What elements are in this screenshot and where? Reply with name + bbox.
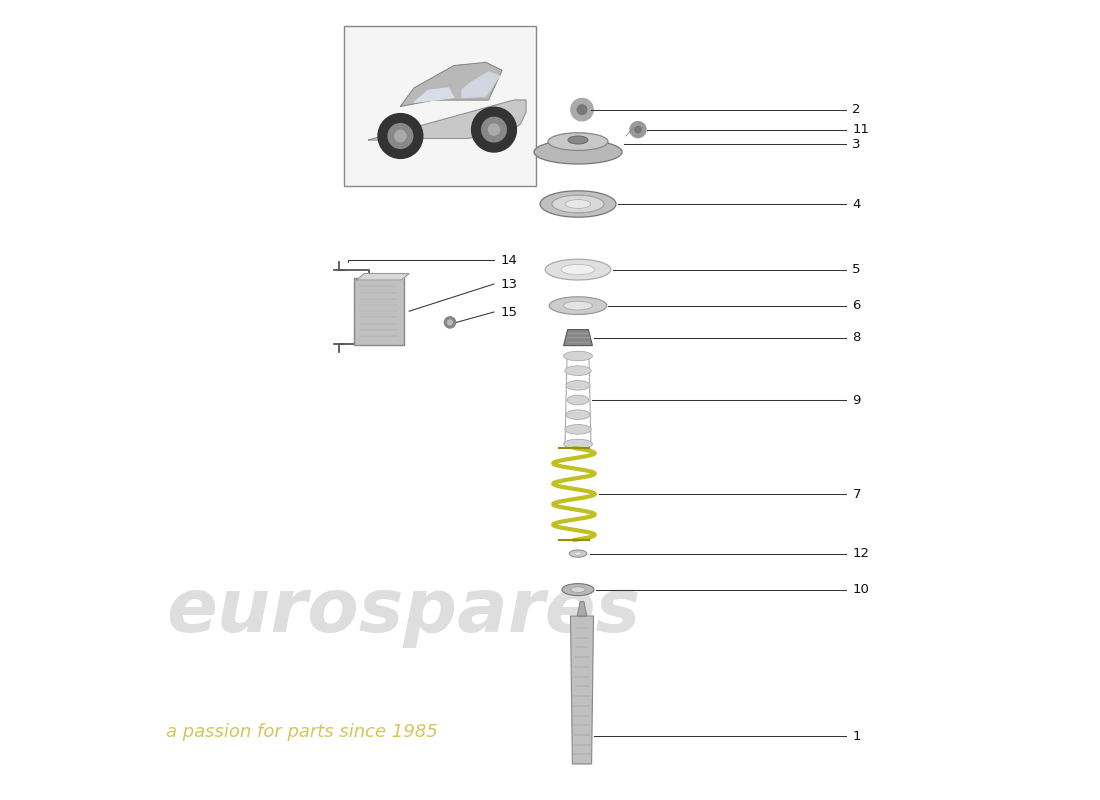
Ellipse shape bbox=[540, 190, 616, 218]
Text: 2: 2 bbox=[852, 103, 861, 116]
Polygon shape bbox=[356, 274, 409, 280]
Circle shape bbox=[578, 105, 586, 114]
Ellipse shape bbox=[571, 587, 585, 592]
Ellipse shape bbox=[534, 140, 622, 164]
Circle shape bbox=[388, 124, 412, 148]
Text: 3: 3 bbox=[852, 138, 861, 150]
Circle shape bbox=[444, 317, 455, 328]
Text: a passion for parts since 1985: a passion for parts since 1985 bbox=[166, 723, 438, 741]
Circle shape bbox=[378, 114, 422, 158]
Ellipse shape bbox=[546, 259, 611, 280]
Ellipse shape bbox=[568, 136, 588, 144]
Ellipse shape bbox=[549, 297, 607, 314]
Text: 12: 12 bbox=[852, 547, 869, 560]
Ellipse shape bbox=[566, 410, 590, 419]
Ellipse shape bbox=[561, 264, 595, 275]
Polygon shape bbox=[462, 72, 499, 98]
FancyBboxPatch shape bbox=[354, 278, 404, 345]
Ellipse shape bbox=[562, 584, 594, 595]
Ellipse shape bbox=[563, 351, 593, 361]
Ellipse shape bbox=[564, 366, 591, 375]
Ellipse shape bbox=[563, 439, 593, 449]
Text: 14: 14 bbox=[500, 254, 517, 266]
Polygon shape bbox=[400, 62, 502, 106]
Ellipse shape bbox=[569, 550, 586, 557]
Text: 13: 13 bbox=[500, 278, 517, 290]
Text: 9: 9 bbox=[852, 394, 861, 406]
Text: 7: 7 bbox=[852, 487, 861, 501]
Text: 15: 15 bbox=[500, 306, 517, 318]
Polygon shape bbox=[563, 330, 593, 346]
Ellipse shape bbox=[564, 425, 591, 434]
Ellipse shape bbox=[565, 199, 591, 208]
Circle shape bbox=[630, 122, 646, 138]
Ellipse shape bbox=[574, 552, 582, 555]
Circle shape bbox=[571, 98, 593, 121]
Circle shape bbox=[488, 124, 499, 135]
Polygon shape bbox=[414, 88, 454, 102]
Ellipse shape bbox=[566, 381, 590, 390]
Text: 4: 4 bbox=[852, 198, 861, 210]
Polygon shape bbox=[368, 100, 526, 140]
Circle shape bbox=[472, 107, 516, 152]
Ellipse shape bbox=[563, 302, 593, 310]
Text: 10: 10 bbox=[852, 583, 869, 596]
Circle shape bbox=[482, 118, 506, 142]
Text: 11: 11 bbox=[852, 123, 869, 136]
FancyBboxPatch shape bbox=[344, 26, 536, 186]
Text: 6: 6 bbox=[852, 299, 861, 312]
Text: 1: 1 bbox=[852, 730, 861, 742]
Circle shape bbox=[395, 130, 406, 142]
Polygon shape bbox=[578, 602, 586, 616]
Polygon shape bbox=[571, 616, 594, 764]
Circle shape bbox=[448, 320, 452, 325]
Ellipse shape bbox=[568, 395, 588, 405]
Text: 8: 8 bbox=[852, 331, 861, 344]
Circle shape bbox=[635, 126, 641, 133]
Text: 5: 5 bbox=[852, 263, 861, 276]
Ellipse shape bbox=[548, 133, 608, 150]
Text: eurospares: eurospares bbox=[166, 575, 640, 649]
Ellipse shape bbox=[552, 195, 604, 213]
